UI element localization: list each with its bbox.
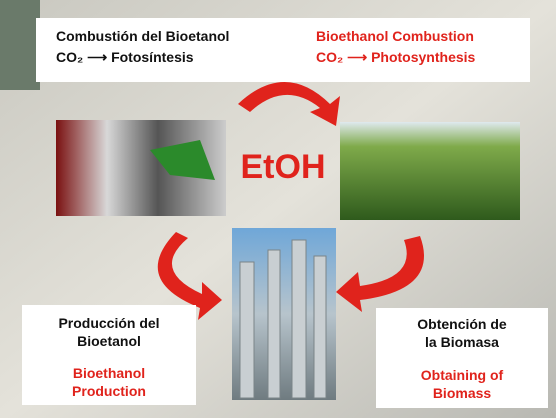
top-es-line: CO₂ ⟶ Fotosíntesis (56, 49, 194, 65)
left-es-line: Producción del (58, 315, 159, 331)
corn-photo (340, 122, 520, 220)
right-es-line: Obtención de (417, 316, 507, 332)
background-photo (0, 0, 40, 90)
center-label: EtOH (241, 148, 326, 186)
top-en-line: Bioethanol Combustion (316, 28, 474, 44)
left-en-line: Bioethanol (73, 365, 145, 381)
right-es-line: la Biomasa (425, 334, 499, 350)
top-es-line: Combustión del Bioetanol (56, 28, 229, 44)
left-en-line: Production (72, 383, 146, 399)
left-es-line: Bioetanol (77, 333, 141, 349)
top-en-line: CO₂ ⟶ Photosynthesis (316, 49, 476, 65)
diagram: Combustión del Bioetanol CO₂ ⟶ Fotosínte… (0, 0, 556, 418)
right-en-line: Biomass (433, 385, 492, 401)
right-en-line: Obtaining of (421, 367, 504, 383)
